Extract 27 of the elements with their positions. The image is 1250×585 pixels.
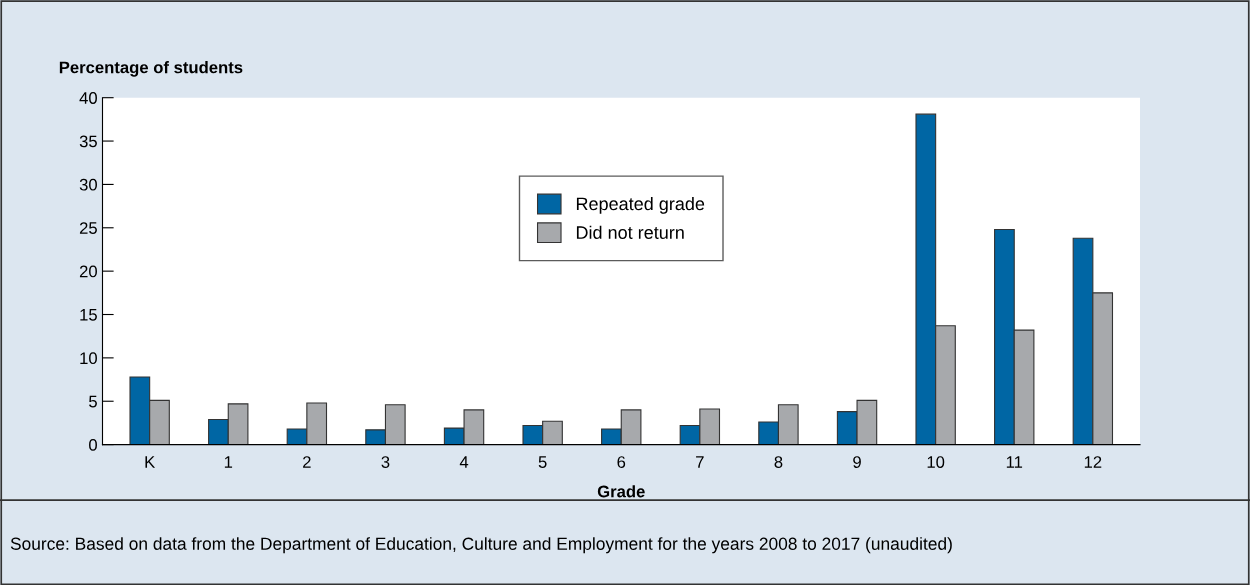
y-tick-label: 5 [89,395,97,408]
legend-label: Did not return [576,225,684,239]
legend-label: Repeated grade [576,196,705,214]
x-tick-label: 4 [459,456,469,468]
y-tick-label: 35 [79,135,97,148]
x-tick-label: 5 [538,456,547,468]
y-tick-label: 20 [79,265,97,278]
x-tick-label: 1 [224,456,233,468]
y-axis-title: Percentage of students [59,61,243,77]
x-tick-label: 9 [853,456,861,468]
y-tick-label: 10 [80,352,97,365]
y-tick-label: 25 [79,222,97,234]
x-tick-label: K [145,456,156,468]
x-axis-title: Grade [597,485,645,498]
x-tick-label: 6 [617,456,626,468]
x-tick-label: 8 [774,456,783,468]
y-tick-label: 30 [79,178,97,191]
x-tick-label: 3 [381,456,390,468]
x-tick-label: 2 [303,456,311,468]
source-note: Source: Based on data from the Department of Education, Culture and Employment for the years 2008 to 2017 (unaudited) [10,537,952,554]
x-tick-label: 10 [927,456,945,468]
y-tick-label: 15 [80,309,97,321]
x-tick-label: 12 [1084,456,1102,468]
y-tick-label: 40 [79,92,97,104]
x-tick-label: 7 [696,456,704,468]
x-tick-label: 11 [1006,456,1023,468]
y-tick-label: 0 [89,439,97,451]
